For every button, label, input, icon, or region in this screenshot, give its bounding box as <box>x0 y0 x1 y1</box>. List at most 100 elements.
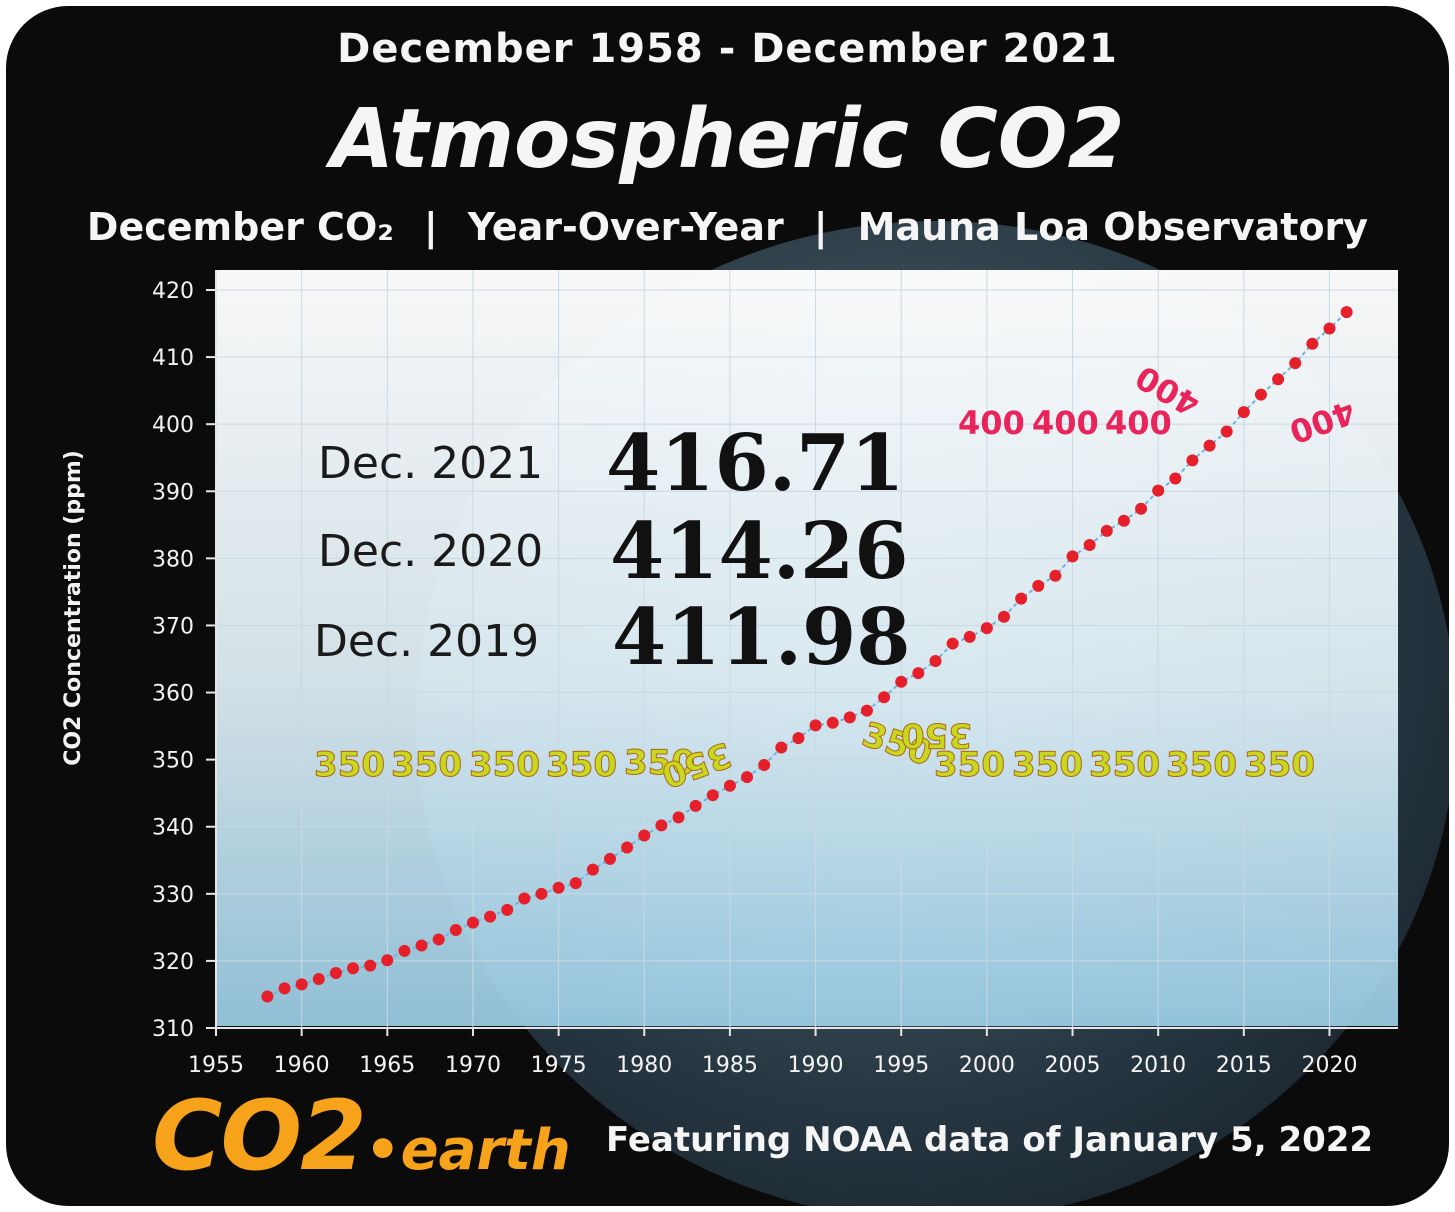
data-point <box>1049 569 1062 582</box>
data-point <box>912 667 925 680</box>
data-point <box>1340 306 1353 319</box>
subtitle-separator: | <box>423 205 438 249</box>
data-point <box>1066 550 1079 563</box>
data-point <box>1220 425 1233 438</box>
data-point <box>792 732 805 745</box>
y-tick-label: 390 <box>152 480 194 505</box>
label-350: 350 <box>1089 745 1160 785</box>
data-point <box>929 655 942 668</box>
data-point <box>672 811 685 824</box>
data-point <box>1254 388 1267 401</box>
y-tick-label: 350 <box>152 749 194 774</box>
data-point <box>723 779 736 792</box>
data-point <box>432 933 445 946</box>
data-point <box>1015 592 1028 605</box>
data-point <box>329 966 342 979</box>
y-tick-label: 330 <box>152 883 194 908</box>
label-350: 350 <box>391 745 462 785</box>
data-point <box>946 637 959 650</box>
data-point <box>878 691 891 704</box>
footer-note: Featuring NOAA data of January 5, 2022 <box>606 1120 1374 1160</box>
data-point <box>758 759 771 772</box>
chart-subtitle: December CO₂ | Year-Over-Year | Mauna Loa Ob… <box>0 205 1455 249</box>
x-tick-label: 2000 <box>959 1053 1015 1078</box>
x-tick-label: 1965 <box>359 1053 415 1078</box>
data-point <box>278 982 291 995</box>
data-point <box>843 711 856 724</box>
y-tick-label: 320 <box>152 950 194 975</box>
highlight-value-2021: 416.71 <box>606 418 905 509</box>
data-point <box>381 954 394 967</box>
x-tick-label: 2020 <box>1301 1053 1357 1078</box>
subtitle-separator: | <box>813 205 828 249</box>
highlight-value-2020: 414.26 <box>610 506 909 597</box>
x-tick-label: 1975 <box>531 1053 587 1078</box>
label-350: 350 <box>901 715 972 755</box>
data-point <box>963 630 976 643</box>
highlight-value-2019: 411.98 <box>612 592 911 683</box>
subtitle-observatory: Mauna Loa Observatory <box>857 205 1369 249</box>
data-points <box>261 306 1353 1003</box>
label-350: 350 <box>1166 745 1237 785</box>
data-point <box>398 944 411 957</box>
logo-co2: CO2 <box>152 1080 367 1192</box>
data-point <box>1306 337 1319 350</box>
series-line <box>266 311 1348 998</box>
chart-title: Atmospheric CO2 <box>330 92 1125 187</box>
x-tick-label: 1995 <box>873 1053 929 1078</box>
x-tick-label: 1985 <box>702 1053 758 1078</box>
data-point <box>1323 322 1336 335</box>
y-tick-label: 380 <box>152 547 194 572</box>
y-tick-label: 370 <box>152 614 194 639</box>
x-tick-label: 1990 <box>788 1053 844 1078</box>
y-tick-label: 420 <box>152 279 194 304</box>
y-tick-label: 400 <box>152 413 194 438</box>
data-point <box>415 939 428 952</box>
x-tick-label: 1980 <box>616 1053 672 1078</box>
data-point <box>706 789 719 802</box>
series-line-path <box>266 311 1348 998</box>
data-point <box>1100 524 1113 537</box>
plot-area <box>216 270 1398 1026</box>
label-350: 350 <box>624 743 695 783</box>
highlight-label-2020: Dec. 2020 <box>318 526 543 577</box>
x-tick-label: 1960 <box>274 1053 330 1078</box>
axes <box>206 270 1398 1036</box>
data-point <box>1186 454 1199 467</box>
data-point <box>1237 406 1250 419</box>
x-tick-label: 2005 <box>1045 1053 1101 1078</box>
label-400: 400 <box>958 404 1025 442</box>
y-tick-labels: 310 320 330 340 350 360 370 380 390 400 410 420 <box>152 279 194 1042</box>
data-point <box>689 799 702 812</box>
data-point <box>1272 373 1285 386</box>
data-point <box>1152 484 1165 497</box>
x-tick-label: 1970 <box>445 1053 501 1078</box>
y-axis-label: CO2 Concentration (ppm) <box>61 450 86 766</box>
data-point <box>1289 357 1302 370</box>
data-point <box>604 852 616 865</box>
data-point <box>621 841 634 854</box>
data-point <box>826 716 839 729</box>
data-point <box>775 741 788 754</box>
y-tick-label: 340 <box>152 816 194 841</box>
data-point <box>655 819 668 832</box>
label-350-group: 350 350 350 350 350 350 350 350 350 350 … <box>314 714 1316 796</box>
subtitle-year-over-year: Year-Over-Year <box>467 205 784 249</box>
data-point <box>586 863 599 876</box>
data-point <box>518 892 531 905</box>
data-point <box>741 771 754 784</box>
label-350: 350 <box>1012 745 1083 785</box>
label-350: 350 <box>546 745 617 785</box>
data-point <box>638 829 651 842</box>
x-tick-label: 2015 <box>1216 1053 1272 1078</box>
logo-dot: • <box>364 1118 401 1183</box>
subtitle-december: December CO₂ <box>86 205 394 249</box>
data-point <box>1135 502 1148 515</box>
y-tick-label: 360 <box>152 682 194 707</box>
data-point <box>312 973 325 986</box>
label-350: 350 <box>934 745 1005 785</box>
data-point <box>261 990 274 1003</box>
data-point <box>1083 538 1096 551</box>
x-tick-labels: 1955 1960 1965 1970 1975 1980 1985 1990 1995 2000… <box>188 1053 1357 1078</box>
